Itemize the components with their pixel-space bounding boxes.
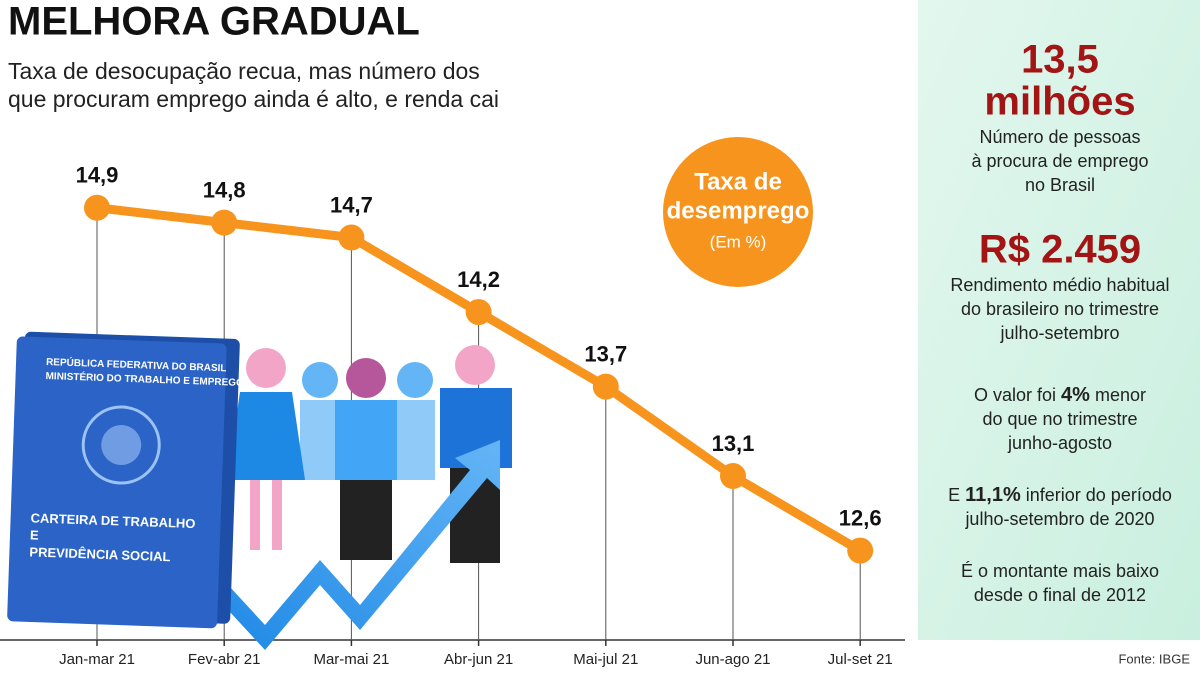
plot: Jan-mar 21 Fev-abr 21 Mar-mai 21 Abr-jun 21… xyxy=(59,163,893,668)
person-head xyxy=(397,362,433,398)
source: Fonte: IBGE xyxy=(1118,651,1190,666)
stat-desc: do brasileiro no trimestre xyxy=(961,299,1159,319)
person-leg xyxy=(250,480,260,550)
card-title: PREVIDÊNCIA SOCIAL xyxy=(29,544,171,564)
note-line: O valor foi 4% menor xyxy=(974,384,1146,406)
legend-bubble xyxy=(663,137,813,287)
x-tick-label: Mar-mai 21 xyxy=(313,651,389,668)
x-tick-label: Jan-mar 21 xyxy=(59,651,135,668)
note-text: O valor foi xyxy=(974,385,1061,405)
stat-value: R$ 2.459 xyxy=(979,228,1141,272)
x-tick-label: Abr-jun 21 xyxy=(444,651,513,668)
person-body xyxy=(227,392,305,480)
x-tick-label: Fev-abr 21 xyxy=(188,651,261,668)
note-text: desde o final de 2012 xyxy=(974,585,1146,605)
note-text: menor xyxy=(1090,385,1146,405)
point xyxy=(720,463,746,490)
note-text: julho-setembro de 2020 xyxy=(964,509,1154,529)
person-head xyxy=(246,348,286,388)
card-title: E xyxy=(30,527,40,542)
card-title: CARTEIRA DE TRABALHO xyxy=(30,510,195,531)
note-text: do que no trimestre xyxy=(982,409,1137,429)
data-label: 14,2 xyxy=(457,267,500,292)
data-label: 13,1 xyxy=(712,431,755,456)
subtitle: que procuram emprego ainda é alto, e ren… xyxy=(8,86,499,112)
legend-unit: (Em %) xyxy=(710,232,767,251)
person-body xyxy=(300,400,340,480)
note-line: do que no trimestre xyxy=(982,409,1137,429)
person-legs xyxy=(340,480,392,560)
chart-title: MELHORA GRADUAL xyxy=(8,0,420,44)
x-tick-label: Jul-set 21 xyxy=(828,651,893,668)
stat-desc: no Brasil xyxy=(1025,175,1095,195)
note-line: desde o final de 2012 xyxy=(974,585,1146,605)
note-text: É o montante mais baixo xyxy=(961,561,1159,581)
data-label: 13,7 xyxy=(584,341,627,366)
point xyxy=(338,224,365,251)
stat-desc: julho-setembro xyxy=(999,323,1119,343)
legend-text: desemprego xyxy=(667,197,810,224)
point xyxy=(211,209,238,236)
point xyxy=(592,373,619,400)
stat-value: 13,5 xyxy=(1021,38,1099,82)
person-body xyxy=(395,400,435,480)
note-line: É o montante mais baixo xyxy=(961,561,1159,581)
x-tick-label: Mai-jul 21 xyxy=(573,651,638,668)
illustration: REPÚBLICA FEDERATIVA DO BRASILMINISTÉRIO… xyxy=(7,137,813,650)
arrow xyxy=(205,440,500,650)
note-text: junho-agosto xyxy=(1007,433,1112,453)
note-text: E xyxy=(948,485,965,505)
person-head xyxy=(455,345,495,385)
note-line: junho-agosto xyxy=(1007,433,1112,453)
note-text: inferior do período xyxy=(1021,485,1172,505)
side-panel xyxy=(918,0,1200,640)
subtitle: Taxa de desocupação recua, mas número do… xyxy=(8,58,480,84)
point xyxy=(847,537,874,564)
person-leg xyxy=(272,480,282,550)
point xyxy=(84,194,110,221)
point xyxy=(465,299,492,326)
coat-of-arms xyxy=(101,425,142,466)
note-highlight: 4% xyxy=(1061,384,1090,406)
note-highlight: 11,1% xyxy=(965,484,1021,506)
stat-desc: à procura de emprego xyxy=(971,151,1148,171)
stat-value: milhões xyxy=(984,80,1135,124)
stat-desc: Rendimento médio habitual xyxy=(950,275,1169,295)
legend-text: Taxa de xyxy=(694,168,782,195)
stat-desc: Número de pessoas xyxy=(979,127,1140,147)
note-line: julho-setembro de 2020 xyxy=(964,509,1154,529)
person-body xyxy=(335,400,397,480)
x-tick-label: Jun-ago 21 xyxy=(695,651,770,668)
data-label: 12,6 xyxy=(839,505,882,530)
person-head xyxy=(346,358,386,398)
data-label: 14,7 xyxy=(330,192,373,217)
data-label: 14,8 xyxy=(203,177,246,202)
note-line: E 11,1% inferior do período xyxy=(948,484,1172,506)
person-head xyxy=(302,362,338,398)
data-label: 14,9 xyxy=(76,163,119,188)
coat-of-arms xyxy=(81,405,161,485)
